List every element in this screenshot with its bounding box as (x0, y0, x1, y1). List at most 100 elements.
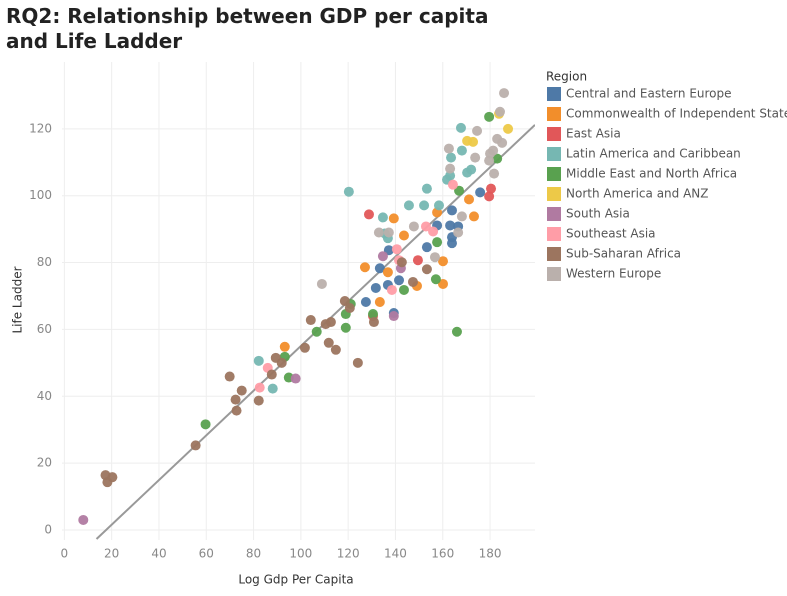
scatter-point (488, 145, 499, 156)
legend-label: South Asia (566, 207, 630, 221)
scatter-point (383, 227, 394, 238)
scatter-point (453, 227, 464, 238)
scatter-point (438, 278, 449, 289)
scatter-point (446, 152, 457, 163)
x-tick-label: 60 (199, 547, 214, 561)
scatter-point (430, 274, 441, 285)
legend-swatch (547, 267, 561, 281)
scatter-point (428, 226, 439, 237)
scatter-point (403, 200, 414, 211)
legend-swatch (547, 107, 561, 121)
scatter-point (472, 125, 483, 136)
scatter-point (446, 238, 457, 249)
y-tick-label: 120 (29, 121, 52, 135)
scatter-point (386, 284, 397, 295)
scatter-point (200, 419, 211, 430)
scatter-point (408, 221, 419, 232)
scatter-point (470, 152, 481, 163)
y-tick-label: 40 (37, 389, 52, 403)
scatter-point (398, 284, 409, 295)
x-axis-label: Log Gdp Per Capita (238, 573, 353, 587)
scatter-point (445, 163, 456, 174)
scatter-point (360, 297, 371, 308)
legend-label: Western Europe (566, 267, 661, 281)
x-tick-label: 140 (384, 547, 407, 561)
scatter-point (377, 212, 388, 223)
x-tick-label: 80 (246, 547, 261, 561)
scatter-point (236, 385, 247, 396)
legend-swatch (547, 187, 561, 201)
x-tick-label: 180 (479, 547, 502, 561)
legend-swatch (547, 147, 561, 161)
scatter-point (374, 263, 385, 274)
legend-label: Middle East and North Africa (566, 167, 737, 181)
scatter-point (363, 209, 374, 220)
chart-title: RQ2: Relationship between GDP per capita… (6, 4, 489, 53)
legend-label: Southeast Asia (566, 227, 656, 241)
scatter-point (468, 211, 479, 222)
scatter-point (305, 315, 316, 326)
scatter-point (419, 200, 430, 211)
legend-swatch (547, 167, 561, 181)
scatter-point (299, 342, 310, 353)
scatter-point (352, 357, 363, 368)
y-tick-label: 100 (29, 188, 52, 202)
scatter-point (492, 153, 503, 164)
legend-label: Sub-Saharan Africa (566, 247, 681, 261)
scatter-point (374, 297, 385, 308)
scatter-point (466, 164, 477, 175)
scatter-point (456, 211, 467, 222)
x-tick-label: 100 (289, 547, 312, 561)
scatter-point (398, 230, 409, 241)
y-tick-label: 60 (37, 322, 52, 336)
scatter-point (484, 155, 495, 166)
y-tick-label: 0 (44, 522, 52, 536)
scatter-point (267, 383, 278, 394)
scatter-point (445, 220, 456, 231)
legend-label: East Asia (566, 127, 621, 141)
x-tick-label: 40 (151, 547, 166, 561)
scatter-point (489, 168, 500, 179)
scatter-point (421, 183, 432, 194)
scatter-point (276, 357, 287, 368)
legend-title: Region (546, 70, 587, 84)
scatter-point (231, 405, 242, 416)
scatter-point (343, 186, 354, 197)
scatter-point (432, 237, 443, 248)
scatter-point (503, 123, 514, 134)
scatter-point (456, 145, 467, 156)
scatter-point (429, 252, 440, 263)
scatter-point (497, 137, 508, 148)
scatter-point (388, 213, 399, 224)
scatter-point (340, 322, 351, 333)
scatter-point (107, 472, 118, 483)
x-tick-label: 0 (61, 547, 69, 561)
y-axis-label: Life Ladder (11, 266, 25, 333)
legend-label: Commonwealth of Independent States (566, 107, 787, 121)
legend-swatch (547, 227, 561, 241)
scatter-point (396, 257, 407, 268)
y-tick-label: 20 (37, 456, 52, 470)
scatter-point (421, 242, 432, 253)
y-tick-label: 80 (37, 255, 52, 269)
scatter-point (253, 395, 264, 406)
scatter-point (445, 170, 456, 181)
scatter-point (359, 262, 370, 273)
legend-label: Latin America and Caribbean (566, 147, 741, 161)
scatter-point (443, 143, 454, 154)
scatter-point (412, 255, 423, 266)
scatter-point (451, 326, 462, 337)
scatter-point (254, 382, 265, 393)
scatter-point (438, 256, 449, 267)
scatter-point (325, 317, 336, 328)
scatter-point (78, 514, 89, 525)
scatter-point (190, 440, 201, 451)
scatter-point (224, 371, 235, 382)
scatter-point (464, 194, 475, 205)
legend-swatch (547, 87, 561, 101)
scatter-point (484, 111, 495, 122)
scatter-point (407, 276, 418, 287)
scatter-point (486, 183, 497, 194)
x-tick-label: 160 (431, 547, 454, 561)
